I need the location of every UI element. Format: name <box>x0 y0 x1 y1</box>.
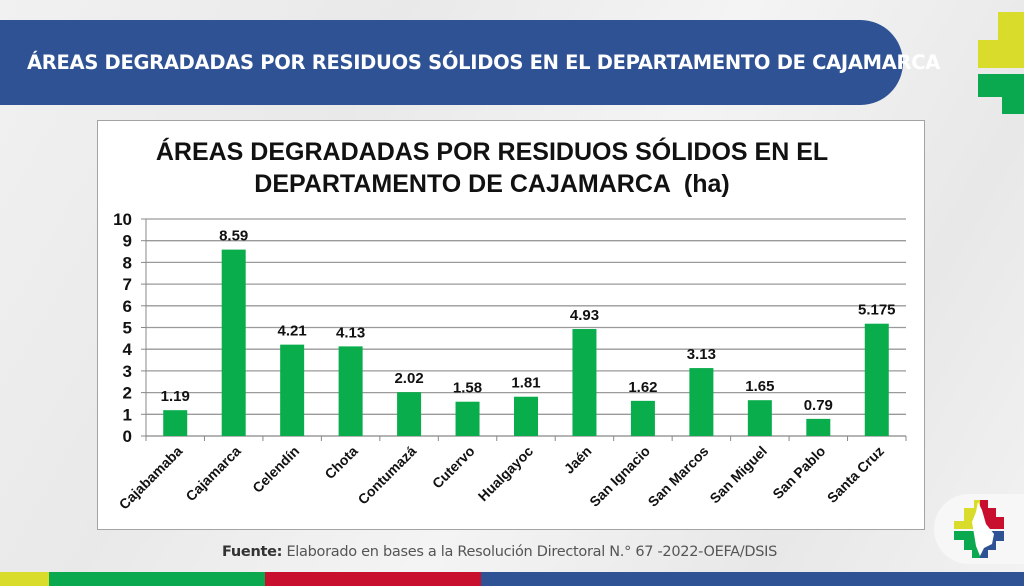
bars <box>163 249 889 436</box>
footer-color-stripes <box>0 572 1024 586</box>
bar-10 <box>747 400 772 436</box>
chart-title-line-2: DEPARTAMENTO DE CAJAMARCA (ha) <box>254 170 730 198</box>
cajamarca-region-logo-icon <box>954 500 1004 558</box>
x-tick-label: San Pablo <box>769 443 828 502</box>
chart-title: ÁREAS DEGRADADAS POR RESIDUOS SÓLIDOS EN… <box>97 136 887 200</box>
x-tick-label: Santa Cruz <box>824 443 887 506</box>
institution-logo-icon <box>978 12 1024 114</box>
x-tick-label: San Marcos <box>645 443 712 510</box>
data-label: 2.02 <box>394 370 423 387</box>
bar-7 <box>572 329 597 436</box>
data-label: 3.13 <box>687 346 716 363</box>
gridlines <box>146 218 906 415</box>
data-label: 8.59 <box>219 228 248 245</box>
x-tick-label: Cajabamaba <box>116 443 186 513</box>
page-title: ÁREAS DEGRADADAS POR RESIDUOS SÓLIDOS EN… <box>27 51 941 74</box>
y-tick-label: 9 <box>123 232 132 251</box>
y-tick-label: 4 <box>123 340 133 359</box>
bar-1 <box>221 249 246 436</box>
bar-5 <box>455 401 480 436</box>
data-label: 4.13 <box>336 324 365 341</box>
x-tick-label: Celendín <box>249 443 302 496</box>
x-tick-label: San Ignacio <box>586 443 653 510</box>
data-label: 1.65 <box>745 378 774 395</box>
x-tick-label: Jaén <box>561 443 595 477</box>
x-tick-label: Contumazá <box>355 443 420 508</box>
y-tick-label: 3 <box>123 362 132 381</box>
y-tick-label: 8 <box>123 253 132 272</box>
x-tick-label: Chota <box>321 443 361 483</box>
data-label: 0.79 <box>804 397 833 414</box>
y-tick-label: 7 <box>123 275 132 294</box>
bar-11 <box>806 418 831 436</box>
data-label: 5.175 <box>858 302 896 319</box>
y-tick-label: 1 <box>123 405 132 424</box>
x-tick-label: Cutervo <box>429 443 478 492</box>
x-tick-label: Cajamarca <box>182 443 244 505</box>
bar-9 <box>689 368 714 436</box>
y-tick-label: 5 <box>123 319 132 338</box>
data-labels: 1.19 8.59 4.21 4.13 2.02 1.58 1.81 4.93 1.62 3.13… <box>161 228 896 414</box>
source-text: Elaborado en bases a la Resolución Direc… <box>282 544 778 560</box>
bar-0 <box>163 410 188 436</box>
bar-6 <box>514 396 538 436</box>
stripe-blue <box>481 572 1024 586</box>
data-label: 4.93 <box>570 307 599 324</box>
region-logo-badge <box>934 494 1024 564</box>
y-tick-labels: 0 1 2 3 4 5 6 7 8 9 10 <box>113 210 132 446</box>
y-tick-label: 0 <box>123 427 132 446</box>
y-tick-label: 10 <box>113 210 132 229</box>
y-tick-label: 2 <box>123 384 132 403</box>
header-banner: ÁREAS DEGRADADAS POR RESIDUOS SÓLIDOS EN… <box>0 20 940 105</box>
stripe-yellow <box>0 572 49 586</box>
y-tick-label: 6 <box>123 297 132 316</box>
bar-2 <box>280 344 305 436</box>
data-label: 1.81 <box>511 375 540 392</box>
stripe-red <box>265 572 481 586</box>
source-label: Fuente: <box>222 544 283 560</box>
data-label: 1.62 <box>628 379 657 396</box>
data-label: 1.58 <box>453 380 482 397</box>
x-tick-label: San Miguel <box>706 443 770 507</box>
chart-title-line-1: ÁREAS DEGRADADAS POR RESIDUOS SÓLIDOS EN… <box>155 138 829 166</box>
data-label: 4.21 <box>278 323 307 340</box>
x-tick-label: Hualgayoc <box>475 443 537 505</box>
data-label: 1.19 <box>161 388 190 405</box>
bar-4 <box>397 392 422 436</box>
stripe-green <box>49 572 265 586</box>
bar-3 <box>338 346 363 436</box>
bar-8 <box>630 400 655 436</box>
bar-12 <box>864 323 889 436</box>
source-note: Fuente: Elaborado en bases a la Resoluci… <box>222 544 777 560</box>
